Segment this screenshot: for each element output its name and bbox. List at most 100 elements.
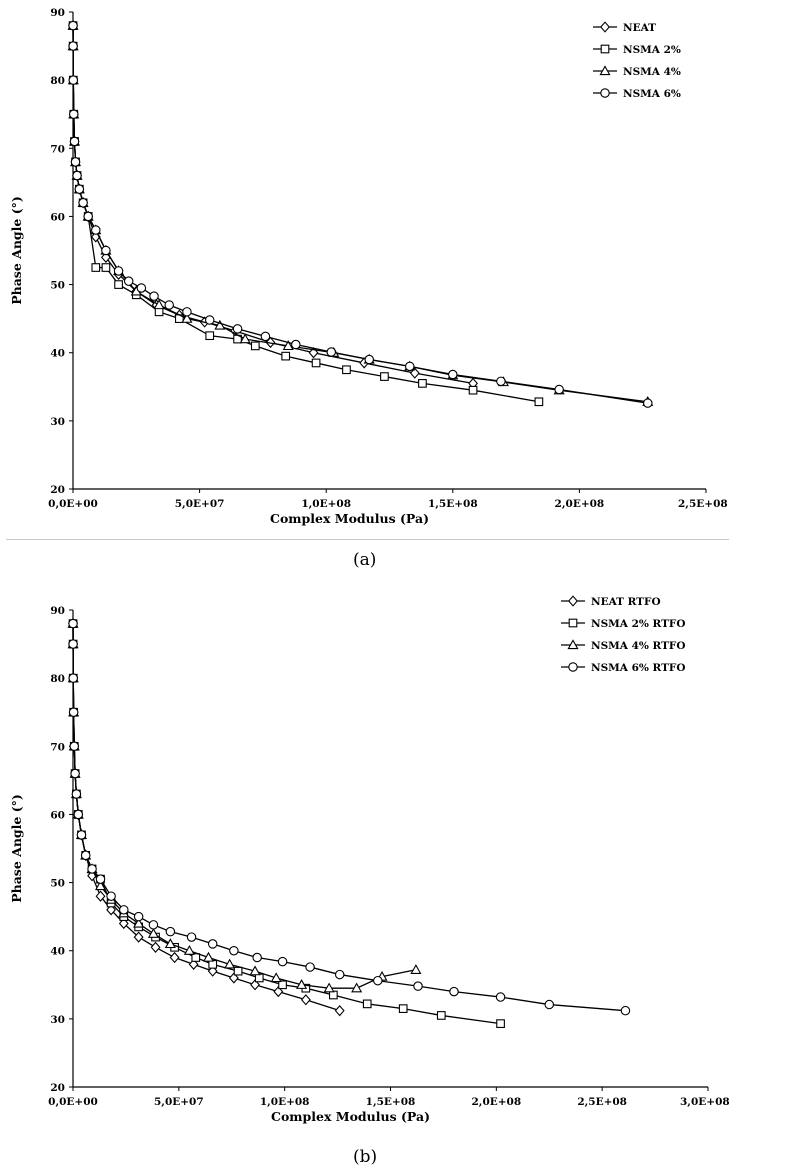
series-line — [72, 623, 340, 1012]
x-axis-label: Complex Modulus (Pa) — [270, 511, 429, 526]
data-point — [311, 358, 321, 368]
caption-a: (a) — [353, 550, 377, 570]
data-point — [68, 673, 79, 683]
data-point — [68, 20, 78, 31]
data-point — [70, 768, 80, 779]
data-point — [449, 986, 459, 997]
legend-label: NSMA 6% RTFO — [591, 662, 686, 674]
data-point — [68, 618, 78, 629]
data-point — [202, 951, 215, 962]
x-tick-label: 1,0E+08 — [301, 498, 351, 510]
data-point — [72, 170, 82, 181]
x-axis-label: Complex Modulus (Pa) — [271, 1109, 430, 1124]
data-point — [154, 307, 164, 317]
data-point — [224, 958, 236, 969]
series-diamond — [68, 19, 478, 390]
y-tick-label: 60 — [50, 211, 65, 223]
series-circle — [68, 20, 653, 408]
data-point — [328, 990, 338, 1000]
data-point — [305, 962, 315, 972]
data-point — [291, 339, 301, 350]
x-tick-label: 1,0E+08 — [260, 1096, 310, 1108]
y-tick-label: 80 — [50, 75, 65, 87]
data-point — [114, 280, 123, 289]
legend-marker — [568, 618, 578, 628]
data-point — [495, 992, 506, 1002]
y-tick-label: 90 — [50, 605, 65, 617]
x-tick-label: 5,0E+07 — [175, 498, 225, 510]
legend-label: NSMA 6% — [623, 88, 681, 100]
x-tick-label: 5,0E+07 — [154, 1096, 204, 1108]
legend-label: NSMA 4% RTFO — [591, 640, 686, 652]
data-point — [228, 972, 239, 984]
data-point — [351, 982, 363, 993]
legend-marker — [600, 88, 610, 98]
legend-marker — [600, 21, 610, 33]
data-point — [398, 1004, 408, 1013]
y-tick-label: 20 — [50, 484, 65, 496]
data-point — [91, 225, 101, 235]
legend-marker — [600, 44, 610, 54]
data-point — [342, 365, 351, 375]
data-point — [68, 41, 78, 51]
y-axis-label: Phase Angle (°) — [9, 794, 24, 903]
data-point — [323, 982, 335, 993]
chart-panel-b: 20 30 40 50 60 70 80 90 0,0E+00 5,0E+07 1,0E+08 1,5… — [0, 575, 809, 1175]
data-point — [149, 291, 159, 301]
series-line — [72, 25, 648, 404]
y-axis-label: Phase Angle (°) — [9, 196, 24, 305]
data-point — [300, 994, 311, 1006]
data-point — [164, 300, 174, 310]
data-point — [94, 880, 107, 891]
x-tick-label: 0,0E+00 — [48, 498, 98, 510]
data-point — [74, 184, 85, 194]
data-point — [544, 999, 554, 1010]
data-point — [273, 985, 284, 998]
data-point — [410, 964, 422, 974]
data-point — [106, 904, 117, 916]
data-point — [281, 351, 291, 361]
data-point — [232, 324, 243, 334]
series-line — [72, 623, 417, 989]
data-point — [413, 981, 423, 991]
data-point — [239, 333, 251, 344]
data-point — [643, 398, 653, 408]
x-tick-label: 2,0E+08 — [471, 1096, 521, 1108]
data-point — [101, 245, 111, 256]
data-point — [436, 1011, 446, 1020]
x-tick-label: 0,0E+00 — [48, 1096, 98, 1108]
x-tick-label: 2,0E+08 — [555, 498, 605, 510]
data-point — [186, 932, 197, 942]
data-point — [250, 979, 260, 991]
data-point — [91, 263, 101, 272]
data-point — [334, 1005, 345, 1017]
data-point — [233, 966, 243, 976]
series-square — [68, 619, 505, 1028]
series-triangle — [67, 19, 654, 406]
y-tick-label: 40 — [50, 946, 65, 958]
data-point — [405, 361, 415, 372]
data-point — [260, 331, 271, 342]
data-point — [496, 1019, 505, 1028]
y-tick-label: 60 — [50, 809, 65, 821]
data-point — [76, 830, 87, 840]
data-point — [207, 939, 218, 949]
legend-label: NSMA 4% — [623, 66, 681, 78]
data-point — [326, 347, 337, 357]
data-point — [278, 980, 287, 990]
data-point — [78, 198, 88, 208]
legend-label: NSMA 2% — [623, 44, 681, 56]
data-point — [183, 944, 195, 955]
chart-b: 20 30 40 50 60 70 80 90 0,0E+00 5,0E+07 1,0E+08 1,5… — [9, 595, 730, 1124]
data-point — [70, 157, 81, 167]
y-tick-label: 40 — [50, 348, 65, 360]
data-point — [554, 384, 564, 395]
data-point — [373, 975, 383, 986]
data-point — [204, 315, 215, 325]
data-point — [133, 931, 144, 943]
panel-separator — [6, 539, 729, 540]
data-point — [249, 965, 261, 976]
data-point — [69, 109, 79, 119]
data-point — [118, 917, 129, 930]
data-point — [148, 920, 159, 930]
